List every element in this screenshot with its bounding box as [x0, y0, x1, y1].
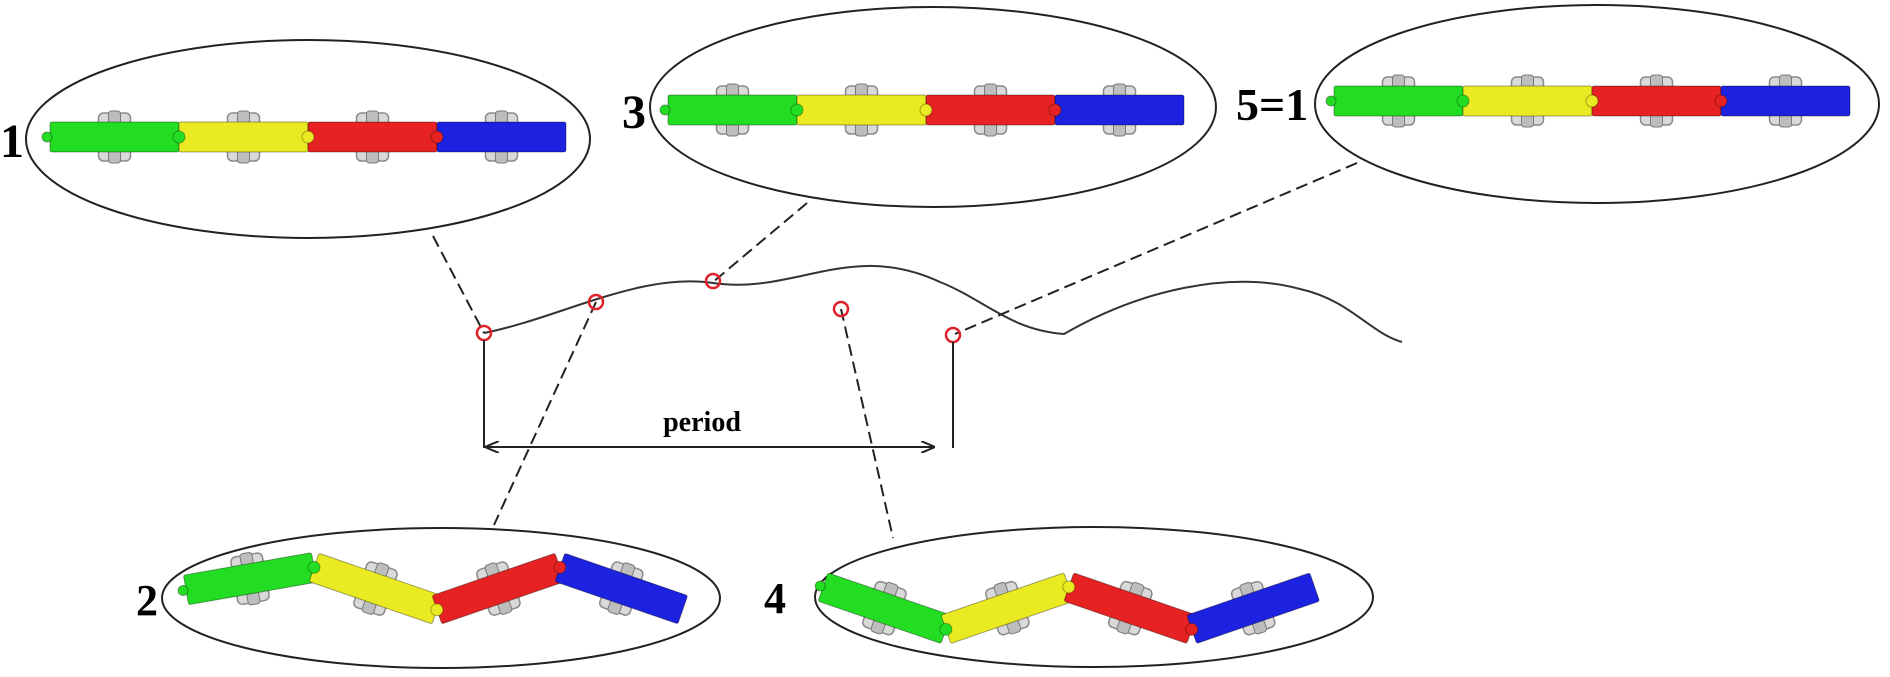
robot-joint	[301, 130, 315, 144]
period-label: period	[663, 407, 741, 438]
robot-chain-4	[814, 572, 1320, 644]
robot-joint	[307, 560, 321, 574]
snapshot-marker-3	[704, 272, 722, 290]
robot-segment-yellow	[1462, 85, 1593, 117]
robot-joint	[1585, 94, 1599, 108]
snapshot-label-1: 1	[0, 115, 24, 168]
snapshot-label-3: 3	[622, 86, 646, 139]
robot-joint	[430, 603, 444, 617]
robot-segment-red	[1591, 85, 1722, 117]
robot-chain-2	[177, 552, 688, 624]
snapshot-label-5: 5=1	[1236, 79, 1308, 130]
robot-joint	[1456, 94, 1470, 108]
robot-segment-yellow	[178, 121, 309, 153]
robot-segment-blue	[1054, 94, 1185, 126]
robot-joint	[172, 130, 186, 144]
robot-joint	[430, 130, 444, 144]
robot-joint	[1048, 103, 1062, 117]
robot-joint	[919, 103, 933, 117]
robot-segment-green	[659, 94, 798, 126]
robot-chain-3	[659, 83, 1185, 137]
leader-lines	[432, 162, 1358, 539]
robot-wheels-yellow	[985, 580, 1030, 636]
trajectory-curve	[483, 264, 1403, 343]
snapshot-label-2: 2	[136, 576, 158, 625]
robot-joint	[939, 622, 953, 636]
period-bracket: period	[483, 340, 954, 448]
snapshot-marker-2	[587, 293, 605, 311]
leader-line-2	[493, 301, 597, 526]
robot-chain-5	[1325, 74, 1851, 128]
robot-wheels-green	[862, 580, 907, 636]
robot-segment-yellow	[796, 94, 927, 126]
snapshot-label-4: 4	[764, 574, 786, 623]
robot-joint	[1185, 622, 1199, 636]
leader-line-1	[432, 235, 485, 334]
robot-segment-blue	[436, 121, 567, 153]
robot-segment-green	[1325, 85, 1464, 117]
robot-joint	[1714, 94, 1728, 108]
leader-line-4	[840, 308, 894, 539]
robot-joint	[790, 103, 804, 117]
robot-chains	[41, 74, 1851, 644]
leader-line-5	[954, 162, 1358, 335]
snapshot-marker-4	[832, 300, 850, 318]
robot-wheels-red	[476, 561, 521, 616]
leader-line-3	[712, 202, 808, 283]
robot-segment-blue	[1720, 85, 1851, 117]
robot-joint	[1062, 580, 1076, 594]
robot-segment-red	[925, 94, 1056, 126]
robot-chain-1	[41, 110, 567, 164]
robot-joint	[553, 560, 567, 574]
robot-segment-red	[307, 121, 438, 153]
robot-segment-green	[177, 552, 317, 605]
snapshot-markers	[475, 272, 962, 344]
robot-segment-green	[41, 121, 180, 153]
snapshot-marker-5	[944, 326, 962, 344]
